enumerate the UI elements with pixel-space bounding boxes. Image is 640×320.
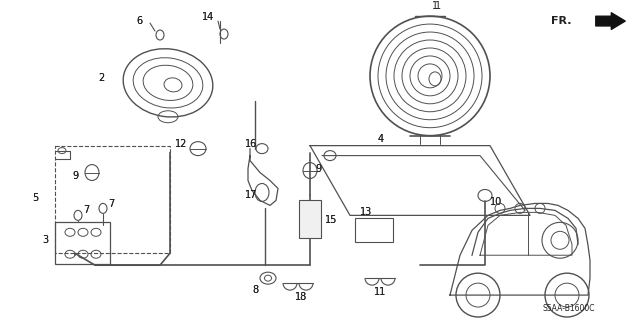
Text: 9: 9: [72, 171, 78, 180]
Text: 9: 9: [72, 171, 78, 180]
Text: 10: 10: [490, 197, 502, 207]
Text: 7: 7: [108, 199, 115, 209]
Text: 16: 16: [245, 139, 257, 148]
Text: 18: 18: [295, 292, 307, 302]
Text: 8: 8: [252, 285, 258, 295]
Bar: [299, 200, 321, 238]
Text: 2: 2: [98, 73, 104, 83]
Text: 3: 3: [42, 235, 48, 245]
Bar: [55, 222, 110, 264]
Bar: [55, 146, 170, 253]
Text: 17: 17: [245, 190, 257, 200]
Text: 7: 7: [108, 199, 115, 209]
Text: 13: 13: [360, 207, 372, 217]
FancyArrowPatch shape: [596, 13, 625, 29]
Text: 14: 14: [202, 12, 214, 22]
Text: 13: 13: [360, 207, 372, 217]
Text: 4: 4: [378, 134, 384, 144]
Text: 16: 16: [245, 139, 257, 148]
Bar: [355, 218, 393, 242]
Text: 1: 1: [435, 1, 441, 11]
Text: S5AA-B1600C: S5AA-B1600C: [543, 304, 595, 313]
Text: 5: 5: [32, 193, 38, 204]
Text: 4: 4: [378, 134, 384, 144]
Text: 18: 18: [295, 292, 307, 302]
Text: 15: 15: [325, 215, 337, 225]
Text: 10: 10: [490, 197, 502, 207]
Text: 1: 1: [432, 1, 438, 11]
Text: 7: 7: [83, 205, 89, 215]
Text: 5: 5: [32, 193, 38, 204]
Text: 2: 2: [98, 73, 104, 83]
Text: 11: 11: [374, 287, 387, 297]
Text: 17: 17: [245, 190, 257, 200]
Text: FR.: FR.: [552, 16, 572, 26]
Text: 9: 9: [315, 164, 321, 173]
Text: 9: 9: [315, 164, 321, 173]
Text: 6: 6: [136, 16, 142, 26]
Text: 6: 6: [136, 16, 142, 26]
Text: 8: 8: [252, 285, 258, 295]
Text: 15: 15: [325, 215, 337, 225]
Text: 12: 12: [175, 139, 188, 148]
Text: 12: 12: [175, 139, 188, 148]
Text: 14: 14: [202, 12, 214, 22]
Text: 7: 7: [83, 205, 89, 215]
Text: 3: 3: [42, 235, 48, 245]
Text: 11: 11: [374, 287, 387, 297]
